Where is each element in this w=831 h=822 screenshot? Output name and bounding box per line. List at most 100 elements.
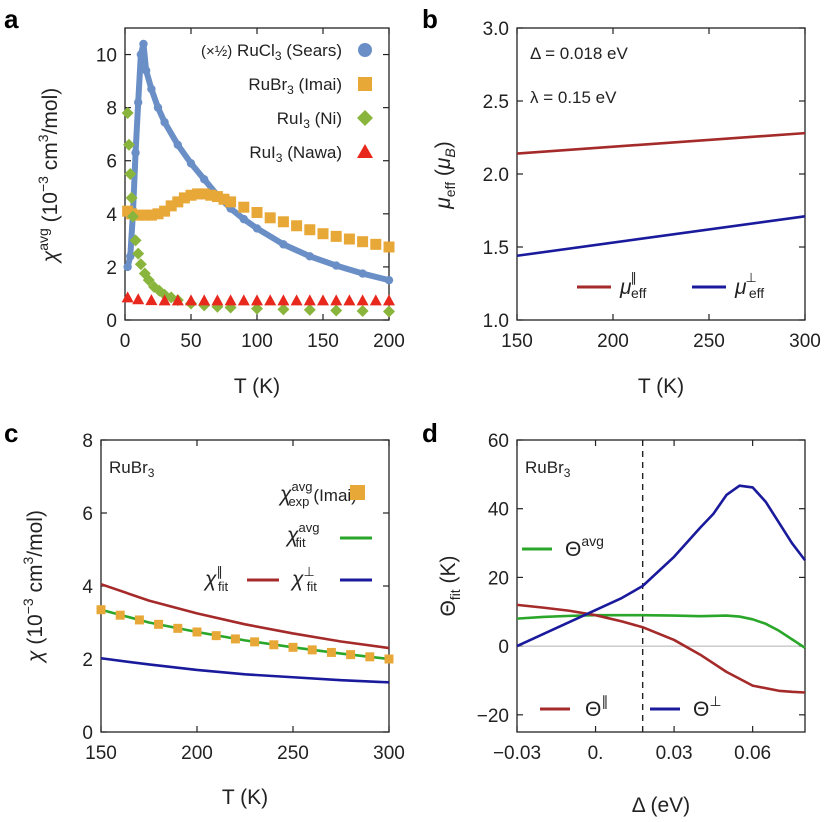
y-tick-label-b-0: 1.0 [483,311,509,332]
point-a-rui3-ni--5 [129,234,142,247]
point-a-rui3-ni--24 [383,305,395,318]
point-a--rucl3-sears--19 [305,252,314,261]
point-a-rui3-nawa--3 [158,294,171,306]
y-tick-label-a-3: 6 [106,152,117,173]
y-tick-label-d-0: −20 [477,706,509,727]
point-a-rui3-nawa--16 [330,294,343,306]
point-a-rui3-nawa--6 [198,294,211,306]
point-a--rucl3-sears--0 [123,262,132,272]
y-tick-label-c-4: 8 [82,431,93,452]
legend-chi-par: χ∥ fit [203,564,228,594]
panel-d-legend: Θavg Θ∥ Θ⊥ [522,533,722,721]
panel-d-ticks: −0.03 0. 0.03 0.06 −20 0 20 40 60 [477,431,805,764]
point-a-rui3-ni--6 [132,247,145,260]
panel-c-ylabel: χ (10−3 cm3/mol) [20,510,47,664]
point-a-rui3-nawa--10 [251,294,263,306]
x-tick-label-d-0: −0.03 [493,743,541,764]
panel-a-letter: a [4,4,19,34]
panel-a-marks [121,39,395,318]
point-a-rubr3-imai--11 [192,188,204,200]
y-tick-label-d-2: 20 [488,568,509,589]
point-a-rui3-ni--0 [121,106,134,119]
point-a-rui3-nawa--5 [185,294,197,306]
point-a-rui3-nawa--20 [383,294,395,306]
point-a-rui3-nawa--12 [277,294,290,306]
point-a-rubr3-imai--13 [205,189,217,201]
y-tick-label-a-4: 8 [106,99,117,120]
point-c--exp-avg-imai--2 [134,615,144,625]
point-a--rucl3-sears--17 [252,224,262,233]
panel-c-xlabel: T (K) [222,786,268,809]
panel-d-marks [516,440,807,732]
x-tick-label-a-4: 200 [373,331,405,352]
point-a-rui3-ni--7 [134,258,147,271]
y-tick-label-c-3: 6 [82,504,93,525]
point-a-rui3-nawa--14 [303,294,316,306]
y-tick-label-a-1: 2 [106,258,117,279]
point-a-rui3-ni--4 [126,210,139,223]
point-a-rubr3-imai--21 [291,220,303,232]
legend-chi-perp: χ⊥ fit [290,564,317,594]
point-a-rubr3-imai--23 [317,228,329,240]
series-line-c--fit- [100,582,390,650]
point-a-rui3-nawa--2 [145,294,158,306]
point-c--exp-avg-imai--4 [173,623,183,633]
series-line-d--avg [516,613,806,649]
x-tick-label-c-1: 200 [181,743,213,764]
series-line-d-- [516,484,807,648]
point-c--exp-avg-imai--15 [384,654,394,664]
point-a-rubr3-imai--28 [383,241,395,253]
point-a-rubr3-imai--10 [185,189,197,201]
panel-d-letter: d [422,418,438,448]
point-c--exp-avg-imai--11 [307,645,317,655]
y-tick-label-b-1: 1.5 [483,238,509,259]
point-c--exp-avg-imai--6 [211,631,221,641]
point-a--rucl3-sears--18 [279,240,288,249]
point-a-rubr3-imai--26 [357,236,369,248]
point-a-rubr3-imai--5 [152,208,164,220]
point-a-rui3-ni--22 [330,304,343,317]
point-a-rubr3-imai--4 [145,209,157,221]
x-tick-label-c-2: 250 [277,743,309,764]
point-a-rubr3-imai--3 [139,209,151,221]
point-a--rucl3-sears--8 [147,84,156,94]
y-tick-label-a-0: 0 [106,311,117,332]
y-tick-label-a-2: 4 [106,205,117,226]
point-a-rubr3-imai--20 [277,216,289,228]
point-a-rui3-nawa--19 [369,294,382,306]
panel-b-xlabel: T (K) [638,375,684,398]
point-a-rubr3-imai--19 [264,212,276,224]
panel-a-legend: (×½) RuCl3 (Sears) RuBr3 (Imai) RuI3 (Ni… [201,41,373,165]
panel-b-ylabel: μeff (μB) [432,141,458,210]
y-tick-label-b-3: 2.5 [483,92,509,113]
panel-a-ticks: 0 50 100 150 200 0 2 4 6 8 10 [96,28,405,352]
point-c--exp-avg-imai--3 [154,619,164,629]
legend-sears-marker [358,43,372,57]
point-a--rucl3-sears--3 [131,148,140,157]
panel-d-frame [516,439,806,733]
point-c--exp-avg-imai--5 [192,627,202,637]
legend-chi-exp-marker [350,485,365,500]
legend-chi-exp: χavg exp (Imai) [278,479,357,509]
panel-c-marks [96,582,394,684]
x-tick-label-b-0: 150 [501,331,533,352]
point-a--rucl3-sears--13 [200,175,209,184]
annotation-delta: Δ = 0.018 eV [530,44,629,63]
y-tick-label-b-2: 2.0 [483,165,509,186]
panel-c-ticks: 150 200 250 300 0 2 4 6 8 [82,431,404,764]
point-a-rui3-ni--2 [124,168,137,180]
point-a-rubr3-imai--15 [218,193,230,205]
x-tick-label-c-0: 150 [85,743,117,764]
legend-imai-marker [358,77,372,91]
x-tick-label-d-2: 0.03 [656,743,693,764]
series-line-c--fit-avg [100,608,390,661]
panel-b-letter: b [422,4,438,34]
series-line-b--eff- [516,215,806,258]
point-a-rui3-ni--3 [125,191,138,204]
panel-a-ylabel: χavg (10−3 cm3/mol) [35,88,62,265]
point-a-rubr3-imai--16 [225,196,237,208]
point-a-rubr3-imai--9 [178,192,190,204]
panel-c: c 150 200 250 300 0 2 4 6 8 T (K) χ (10−3 cm3/mo… [4,418,405,809]
x-tick-label-d-1: 0. [588,743,604,764]
point-a-rui3-nawa--15 [317,294,329,306]
